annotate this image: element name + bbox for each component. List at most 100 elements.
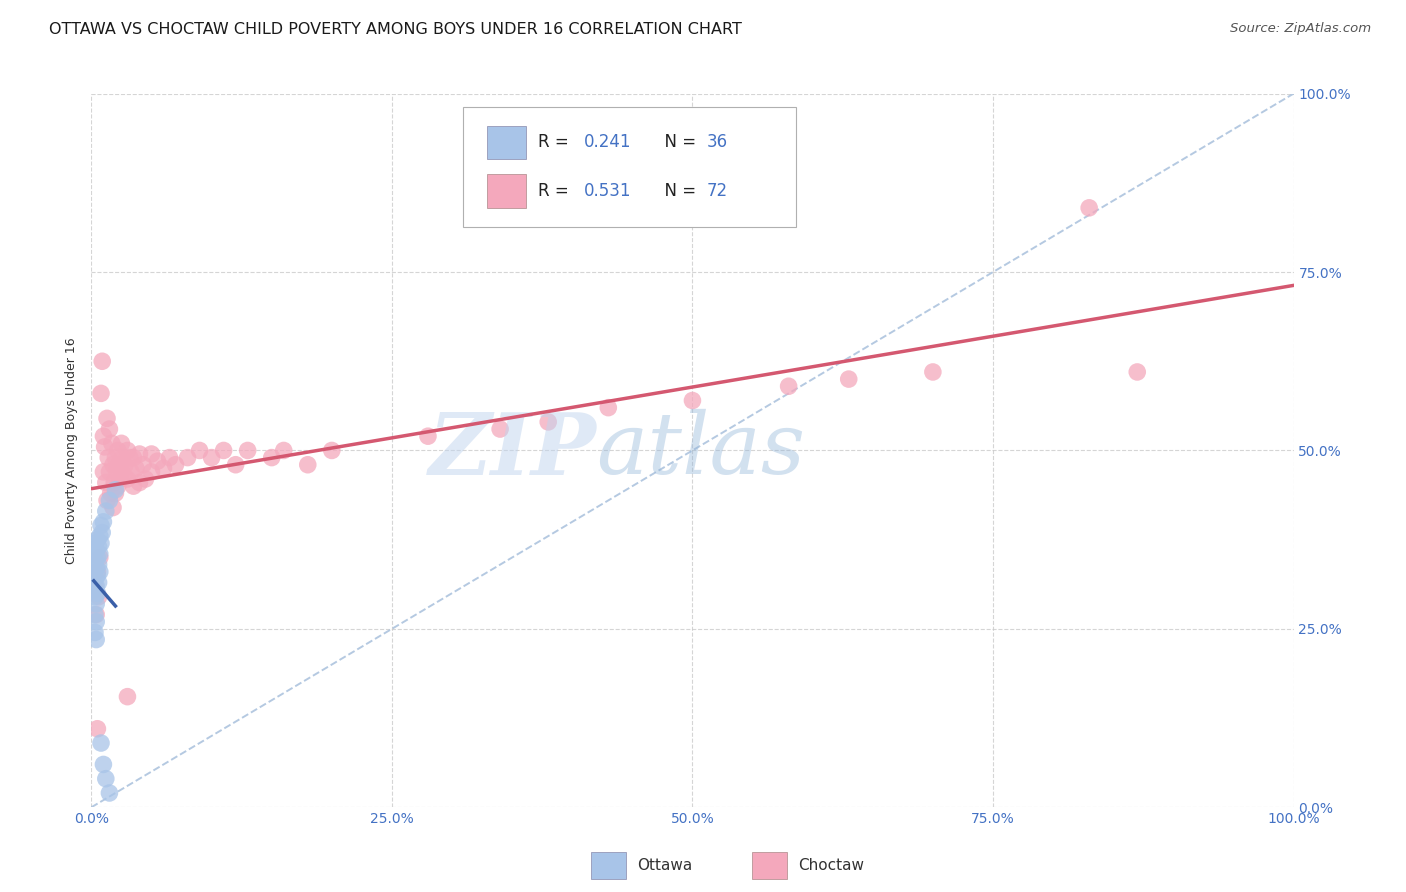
Text: N =: N = xyxy=(654,134,702,152)
Point xyxy=(273,443,295,458)
Point xyxy=(84,597,107,611)
Point xyxy=(416,429,439,443)
Point xyxy=(112,468,135,483)
Point xyxy=(118,450,141,465)
Point xyxy=(778,379,800,393)
Point xyxy=(84,554,107,568)
Point xyxy=(132,458,155,472)
Point xyxy=(188,443,211,458)
Point xyxy=(90,518,112,533)
Point xyxy=(94,475,117,490)
Point xyxy=(117,690,139,704)
Point xyxy=(84,590,107,604)
Point xyxy=(90,386,112,401)
Point xyxy=(1126,365,1149,379)
Point xyxy=(681,393,703,408)
Text: 72: 72 xyxy=(706,182,727,200)
Point xyxy=(84,536,107,550)
Point xyxy=(110,436,132,450)
Y-axis label: Child Poverty Among Boys Under 16: Child Poverty Among Boys Under 16 xyxy=(65,337,79,564)
Point xyxy=(104,450,127,465)
Point xyxy=(101,436,124,450)
Point xyxy=(89,565,111,579)
Point xyxy=(86,722,108,736)
Point xyxy=(86,586,108,600)
Point xyxy=(838,372,860,386)
Point xyxy=(321,443,343,458)
Point xyxy=(86,533,108,547)
Point xyxy=(107,443,129,458)
Point xyxy=(114,458,136,472)
Point xyxy=(110,465,132,479)
Point xyxy=(104,486,127,500)
Point xyxy=(91,525,114,540)
Point xyxy=(141,465,163,479)
Point xyxy=(83,547,105,561)
Point xyxy=(84,579,107,593)
Text: 0.241: 0.241 xyxy=(583,134,631,152)
Text: R =: R = xyxy=(537,134,574,152)
Point xyxy=(134,472,156,486)
Point xyxy=(93,465,115,479)
Point xyxy=(83,565,105,579)
Point xyxy=(84,561,107,575)
Point xyxy=(97,450,120,465)
Point xyxy=(107,479,129,493)
Point xyxy=(212,443,235,458)
Point xyxy=(128,475,150,490)
Text: OTTAWA VS CHOCTAW CHILD POVERTY AMONG BOYS UNDER 16 CORRELATION CHART: OTTAWA VS CHOCTAW CHILD POVERTY AMONG BO… xyxy=(49,22,742,37)
Text: Choctaw: Choctaw xyxy=(799,858,865,872)
Text: R =: R = xyxy=(537,182,574,200)
Point xyxy=(108,458,131,472)
Point xyxy=(84,579,107,593)
Point xyxy=(89,547,111,561)
Point xyxy=(176,450,198,465)
Point xyxy=(93,757,115,772)
Text: atlas: atlas xyxy=(596,409,806,491)
Point xyxy=(922,365,945,379)
Point xyxy=(91,354,114,368)
Point xyxy=(96,411,118,425)
Point xyxy=(489,422,512,436)
Point xyxy=(159,450,181,465)
Point xyxy=(598,401,620,415)
Text: 0.531: 0.531 xyxy=(583,182,631,200)
Point xyxy=(87,575,110,590)
Point xyxy=(84,607,107,622)
Point xyxy=(111,450,134,465)
Text: 36: 36 xyxy=(706,134,727,152)
Point xyxy=(146,454,169,468)
Point xyxy=(152,461,174,475)
Text: Source: ZipAtlas.com: Source: ZipAtlas.com xyxy=(1230,22,1371,36)
Text: ZIP: ZIP xyxy=(429,409,596,492)
Point xyxy=(83,582,105,597)
Point xyxy=(98,493,121,508)
Point xyxy=(141,447,163,461)
Point xyxy=(87,540,110,554)
Point xyxy=(93,515,115,529)
Point xyxy=(86,565,108,579)
Point xyxy=(84,607,107,622)
Point xyxy=(103,475,125,490)
Point xyxy=(165,458,187,472)
Point xyxy=(89,550,111,565)
Text: Ottawa: Ottawa xyxy=(637,858,692,872)
Point xyxy=(93,429,115,443)
Point xyxy=(86,568,108,582)
Point xyxy=(90,536,112,550)
Point xyxy=(105,465,128,479)
Point xyxy=(110,472,132,486)
Point xyxy=(98,465,121,479)
Point xyxy=(90,736,112,750)
Point xyxy=(84,615,107,629)
Point xyxy=(94,772,117,786)
Point xyxy=(120,465,142,479)
Point xyxy=(94,504,117,518)
Point xyxy=(117,443,139,458)
Point xyxy=(125,461,148,475)
Point xyxy=(84,543,107,558)
Point xyxy=(122,450,145,465)
Point xyxy=(98,422,121,436)
Point xyxy=(122,479,145,493)
Point xyxy=(87,558,110,572)
